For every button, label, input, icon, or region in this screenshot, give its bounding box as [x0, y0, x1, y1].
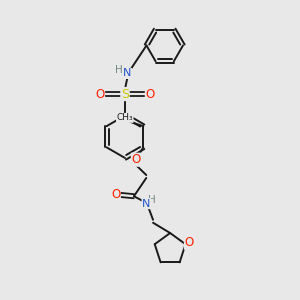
Text: O: O [146, 88, 154, 100]
Text: N: N [142, 199, 151, 208]
Text: O: O [95, 88, 105, 100]
Text: O: O [184, 236, 194, 249]
Text: O: O [111, 188, 120, 201]
Text: S: S [121, 88, 129, 100]
Text: H: H [148, 195, 156, 205]
Text: N: N [123, 68, 131, 78]
Text: O: O [131, 153, 141, 166]
Text: CH₃: CH₃ [116, 113, 133, 122]
Text: H: H [115, 65, 122, 75]
